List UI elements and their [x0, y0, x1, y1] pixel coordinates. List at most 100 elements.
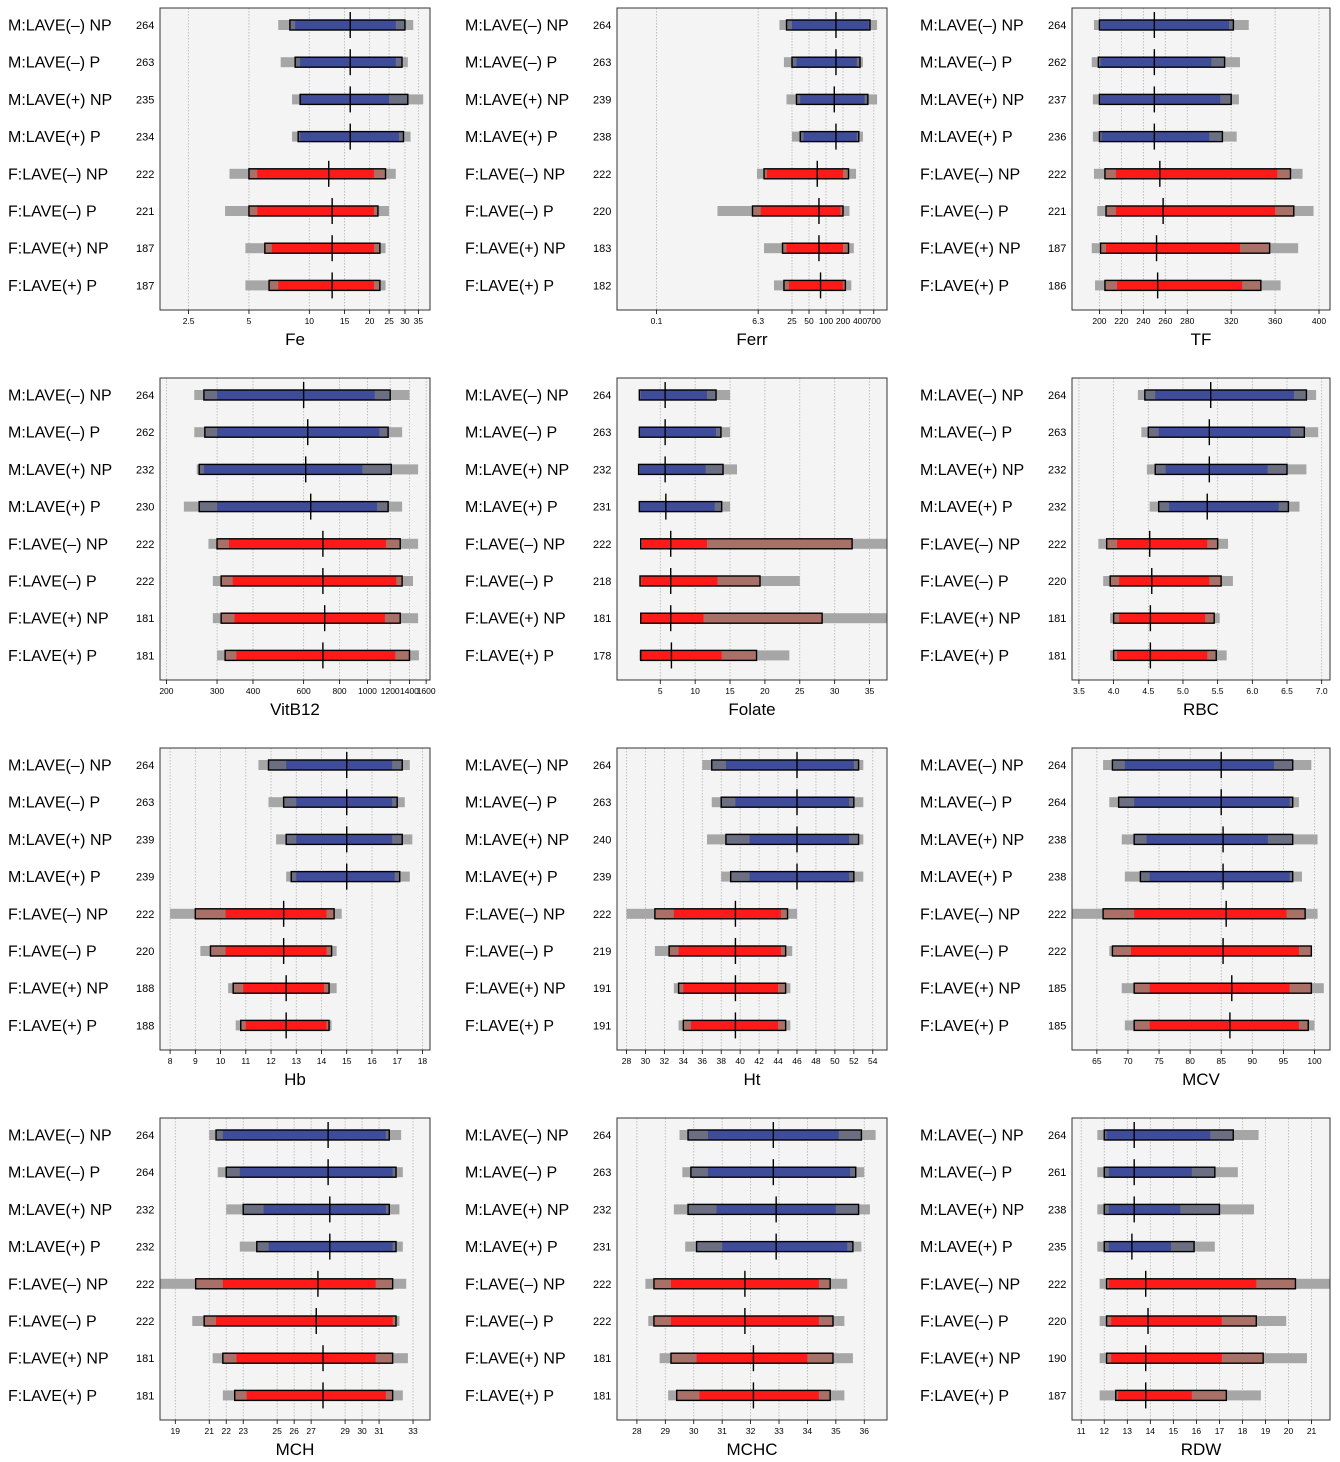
- group-label: F:LAVE(–) P: [465, 204, 554, 221]
- inner-range-bar: [295, 20, 396, 30]
- inner-range-bar: [1169, 501, 1279, 512]
- inner-range-bar: [641, 576, 718, 586]
- range-bar-outline: [1104, 279, 1262, 292]
- group-n-label: 235: [1048, 1242, 1066, 1254]
- range-bar-outline: [289, 19, 406, 31]
- tick-label: 75: [1154, 1056, 1164, 1066]
- inner-range-bar: [1165, 464, 1268, 475]
- range-bar-outline: [1105, 1315, 1257, 1327]
- panel-rbc: M:LAVE(–) NP 264 M:LAVE(–) P 263 M:LAVE(+) N…: [920, 377, 1331, 719]
- axis-title: MCH: [276, 1440, 315, 1459]
- inner-range-bar: [296, 871, 395, 882]
- group-label: F:LAVE(+) NP: [8, 611, 109, 628]
- tick-label: 700: [867, 316, 881, 326]
- inner-range-bar: [296, 797, 393, 808]
- group-label: F:LAVE(+) P: [920, 1018, 1009, 1035]
- axis-title: Fe: [285, 330, 305, 349]
- range-bar-outline: [1154, 463, 1288, 476]
- group-n-label: 263: [593, 57, 611, 69]
- panel-ht: M:LAVE(–) NP 264 M:LAVE(–) P 263 M:LAVE(+) N…: [465, 747, 888, 1089]
- group-n-label: 222: [1048, 539, 1066, 551]
- axis-title: MCHC: [727, 1440, 778, 1459]
- tick-label: 18: [418, 1056, 428, 1066]
- group-label: M:LAVE(+) P: [8, 869, 101, 886]
- panel-ferr: M:LAVE(–) NP 264 M:LAVE(–) P 263 M:LAVE(+) N…: [465, 7, 888, 349]
- range-bar-outline: [638, 389, 717, 401]
- group-n-label: 232: [136, 1204, 154, 1216]
- group-n-label: 187: [1048, 1390, 1066, 1402]
- group-n-label: 235: [136, 94, 154, 106]
- tick-label: 85: [1216, 1056, 1226, 1066]
- tick-label: 14: [1146, 1426, 1156, 1436]
- range-bar-outline: [294, 56, 403, 68]
- tick-label: 25: [795, 686, 805, 696]
- inner-range-bar: [1158, 427, 1291, 438]
- inner-range-bar: [228, 538, 386, 549]
- tick-label: 35: [831, 1426, 841, 1436]
- range-bar-outline: [711, 759, 860, 771]
- group-n-label: 181: [136, 1390, 154, 1402]
- inner-range-bar: [722, 1241, 848, 1252]
- range-bar-outline: [198, 500, 389, 513]
- range-bar-outline: [729, 870, 855, 883]
- range-bar-outline: [224, 649, 411, 662]
- group-n-label: 182: [593, 280, 611, 292]
- inner-range-bar: [296, 834, 393, 845]
- inner-range-bar: [690, 1020, 779, 1031]
- group-label: F:LAVE(–) P: [8, 944, 97, 961]
- group-n-label: 240: [593, 834, 611, 846]
- tick-label: 30: [641, 1056, 651, 1066]
- tick-label: 16: [1192, 1426, 1202, 1436]
- group-n-label: 222: [1048, 909, 1066, 921]
- tick-label: 34: [803, 1426, 813, 1436]
- group-n-label: 263: [593, 1167, 611, 1179]
- tick-label: 200: [1092, 316, 1106, 326]
- tick-label: 25: [272, 1426, 282, 1436]
- tick-label: 26: [289, 1426, 299, 1436]
- group-n-label: 221: [136, 206, 154, 218]
- range-bar: [640, 613, 823, 624]
- group-label: F:LAVE(–) NP: [465, 166, 565, 183]
- range-bar-outline: [234, 1389, 394, 1402]
- range-bar-outline: [267, 759, 403, 771]
- group-label: F:LAVE(+) P: [920, 278, 1009, 295]
- range-bar-outline: [785, 19, 871, 31]
- group-n-label: 234: [136, 132, 154, 144]
- group-label: M:LAVE(+) NP: [920, 1202, 1024, 1219]
- group-n-label: 218: [593, 576, 611, 588]
- range-bar-outline: [1157, 500, 1290, 513]
- tick-label: 0.1: [651, 316, 663, 326]
- panel-mch: M:LAVE(–) NP 264 M:LAVE(–) P 264 M:LAVE(+) N…: [8, 1117, 431, 1459]
- range-bar-outline: [799, 130, 860, 143]
- inner-range-bar: [642, 538, 707, 549]
- group-label: F:LAVE(–) NP: [8, 1276, 108, 1293]
- inner-range-bar: [1134, 797, 1290, 808]
- group-label: F:LAVE(–) P: [8, 574, 97, 591]
- tick-label: 10: [690, 686, 700, 696]
- group-label: M:LAVE(+) NP: [920, 92, 1024, 109]
- range-bar-outline: [1147, 426, 1306, 438]
- range-bar-outline: [1098, 19, 1235, 31]
- inner-range-bar: [696, 1353, 808, 1364]
- group-label: F:LAVE(+) NP: [920, 1351, 1021, 1368]
- range-bar-outline: [1111, 759, 1294, 771]
- inner-range-bar: [699, 1390, 819, 1401]
- inner-range-bar: [641, 613, 704, 624]
- tick-label: 23: [238, 1426, 248, 1436]
- tick-label: 3.5: [1073, 686, 1085, 696]
- group-label: F:LAVE(+) P: [8, 278, 97, 295]
- tick-label: 54: [868, 1056, 878, 1066]
- group-label: F:LAVE(–) P: [465, 944, 554, 961]
- plot-frame: [616, 747, 888, 1051]
- group-label: M:LAVE(–) NP: [465, 1128, 569, 1145]
- group-n-label: 264: [593, 1130, 611, 1142]
- group-label: F:LAVE(+) NP: [920, 981, 1021, 998]
- group-label: M:LAVE(+) NP: [465, 832, 569, 849]
- group-n-label: 181: [136, 650, 154, 662]
- inner-range-bar: [257, 206, 374, 216]
- tick-label: 400: [1312, 316, 1326, 326]
- inner-range-bar: [1100, 20, 1229, 30]
- group-label: F:LAVE(–) NP: [465, 536, 565, 553]
- range-bar-outline: [670, 1352, 834, 1364]
- group-label: M:LAVE(–) P: [920, 425, 1012, 442]
